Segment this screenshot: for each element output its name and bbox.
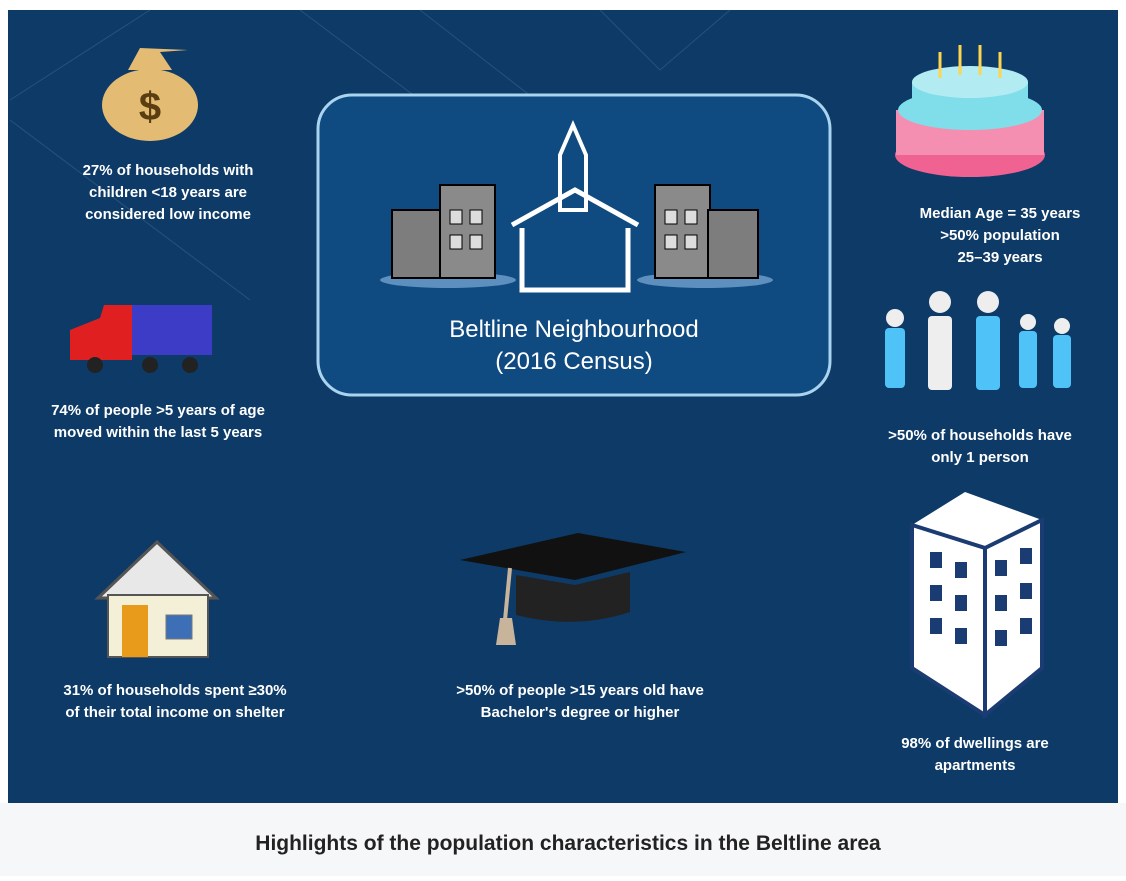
center-title: Beltline Neighbourhood xyxy=(449,316,699,343)
building-icon xyxy=(912,492,1042,715)
stat-text: 25–39 years xyxy=(957,249,1042,266)
stat-text: Bachelor's degree or higher xyxy=(481,704,680,721)
stat-text: >50% population xyxy=(940,227,1060,244)
stat-text: moved within the last 5 years xyxy=(54,424,262,441)
stat-text: children <18 years are xyxy=(89,184,247,201)
stat-text: Median Age = 35 years xyxy=(920,205,1081,222)
stat-text: of their total income on shelter xyxy=(65,704,284,721)
stat-text: only 1 person xyxy=(931,449,1029,466)
svg-text:$: $ xyxy=(139,85,161,129)
stat-text: considered low income xyxy=(85,206,251,223)
stat-text: >50% of households have xyxy=(888,427,1072,444)
stat-text: 74% of people >5 years of age xyxy=(51,402,265,419)
caption: Highlights of the population characteris… xyxy=(255,832,881,855)
center-title: (2016 Census) xyxy=(495,348,652,375)
stat-text: 98% of dwellings are xyxy=(901,735,1049,752)
stat-text: 31% of households spent ≥30% xyxy=(63,682,286,699)
stat-text: apartments xyxy=(935,757,1016,774)
infographic: $ Belt xyxy=(0,0,1126,876)
stat-text: >50% of people >15 years old have xyxy=(456,682,704,699)
stat-text: 27% of households with xyxy=(83,162,254,179)
